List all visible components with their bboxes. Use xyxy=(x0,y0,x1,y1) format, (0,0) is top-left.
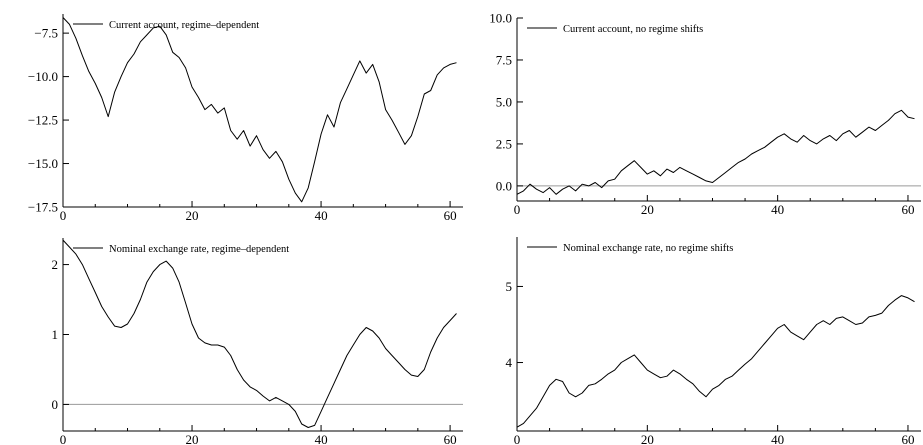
x-tick-label: 60 xyxy=(444,432,457,445)
y-tick-label: 1 xyxy=(52,327,59,342)
y-tick-label: 2 xyxy=(52,257,59,272)
series-line xyxy=(62,239,457,428)
x-tick-label: 0 xyxy=(514,432,521,445)
y-tick-label: 7.5 xyxy=(496,52,512,67)
y-tick-label: −15.0 xyxy=(28,156,58,171)
y-tick-label: 0 xyxy=(52,397,59,412)
x-tick-label: 0 xyxy=(514,202,521,217)
y-tick-label: 0.0 xyxy=(496,178,512,193)
chart-panel-4: 0 20 40 60 5 4 Nominal exchange rate, no regim… xyxy=(506,237,921,445)
y-tick-label: 4 xyxy=(506,355,513,370)
y-tick-label: −10.0 xyxy=(28,69,58,84)
legend-label: Current account, regime–dependent xyxy=(109,20,259,31)
x-tick-label: 60 xyxy=(901,432,914,445)
legend-label: Current account, no regime shifts xyxy=(563,24,703,35)
series-line xyxy=(516,295,915,428)
y-tick-label: 10.0 xyxy=(489,11,512,26)
x-tick-label: 40 xyxy=(315,432,328,445)
x-tick-label: 20 xyxy=(186,432,199,445)
y-tick-label: −17.5 xyxy=(28,200,58,215)
x-tick-label: 0 xyxy=(60,432,67,445)
x-tick-label: 60 xyxy=(444,208,457,223)
x-tick-label: 40 xyxy=(315,208,328,223)
x-tick-label: 40 xyxy=(771,432,784,445)
legend-label: Nominal exchange rate, no regime shifts xyxy=(563,243,733,254)
chart-panel-1: 0 20 40 60 −7.5 −10.0 −12.5 −15.0 −17.5 Current a… xyxy=(28,14,463,223)
chart-panel-2: 0 20 40 60 10.0 7.5 5.0 2.5 0.0 Current account, … xyxy=(489,11,921,217)
x-tick-label: 20 xyxy=(186,208,199,223)
y-tick-label: 5 xyxy=(506,279,513,294)
series-line xyxy=(516,109,915,195)
x-tick-label: 60 xyxy=(901,202,914,217)
y-tick-label: −12.5 xyxy=(28,113,58,128)
x-tick-label: 0 xyxy=(60,208,67,223)
y-tick-label: 5.0 xyxy=(496,94,512,109)
legend-label: Nominal exchange rate, regime–dependent xyxy=(109,244,289,255)
chart-panel-3: 0 20 40 60 2 1 0 Nominal exchange rate, regime–… xyxy=(52,238,463,445)
y-tick-label: −7.5 xyxy=(34,26,58,41)
series-line xyxy=(62,17,457,203)
x-tick-label: 40 xyxy=(771,202,784,217)
x-tick-label: 20 xyxy=(641,432,654,445)
x-tick-label: 20 xyxy=(641,202,654,217)
y-tick-label: 2.5 xyxy=(496,136,512,151)
